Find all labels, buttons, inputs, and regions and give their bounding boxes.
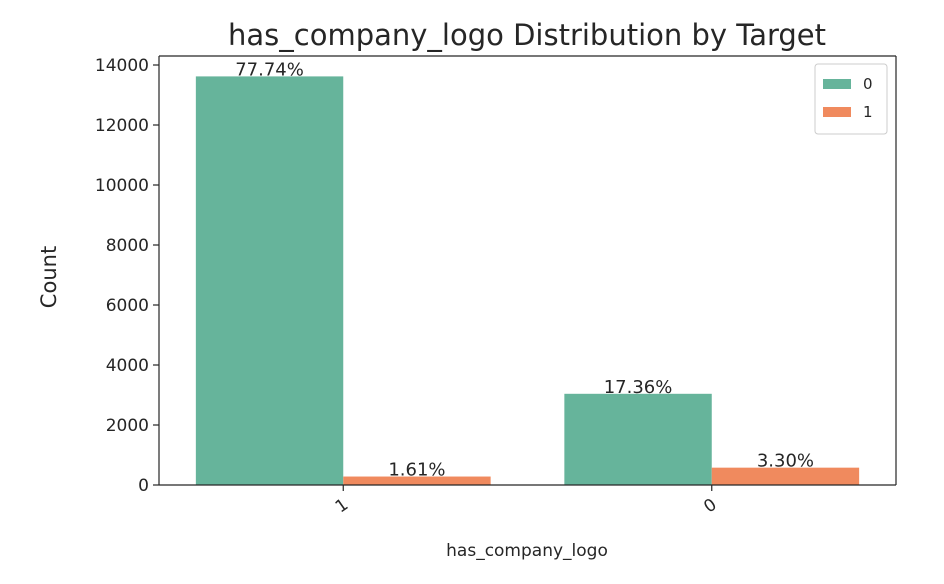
legend: 01 [814,63,888,135]
bar-value-label: 3.30% [757,451,814,472]
y-tick-label: 12000 [95,116,149,136]
y-tick-label: 8000 [106,236,149,256]
y-tick-label: 14000 [95,56,149,76]
x-tick-label: 0 [700,495,720,518]
y-tick-label: 10000 [95,176,149,196]
bar-1-1 [343,476,491,485]
y-tick-label: 2000 [106,416,149,436]
legend-label: 0 [863,75,873,93]
x-tick-label: 1 [332,495,352,518]
legend-box [814,63,888,135]
bar-0-1 [195,76,344,486]
y-axis-title: Count [37,246,61,308]
legend-swatch-0 [823,79,851,89]
legend-label: 1 [863,103,873,121]
bar-value-label: 17.36% [604,377,673,398]
chart-title: has_company_logo Distribution by Target [228,18,826,52]
bar-1-0 [711,467,860,485]
x-axis-title: has_company_logo [446,541,608,561]
y-tick-label: 6000 [106,296,149,316]
bar-value-label: 77.74% [235,59,304,80]
y-tick-label: 0 [138,476,149,496]
bar-0-0 [564,393,712,485]
y-tick-label: 4000 [106,356,149,376]
bar-value-label: 1.61% [388,460,445,481]
plot-area: 77.74% 1.61% 17.36% 3.30% 0 2000 4000 6000 8000 1… [95,55,897,518]
legend-swatch-1 [823,107,851,117]
